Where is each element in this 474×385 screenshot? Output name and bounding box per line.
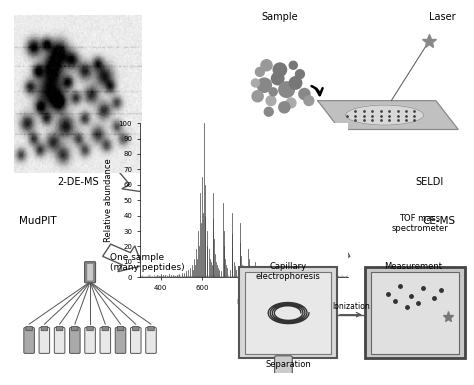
FancyBboxPatch shape <box>84 262 96 283</box>
Circle shape <box>255 67 264 76</box>
FancyBboxPatch shape <box>41 326 47 331</box>
FancyBboxPatch shape <box>56 326 63 331</box>
Polygon shape <box>299 167 332 196</box>
FancyBboxPatch shape <box>148 326 154 331</box>
Circle shape <box>251 79 259 87</box>
FancyBboxPatch shape <box>133 326 139 331</box>
FancyBboxPatch shape <box>87 264 93 281</box>
Text: Capillary
electrophoresis: Capillary electrophoresis <box>255 262 320 281</box>
Circle shape <box>269 88 277 96</box>
FancyBboxPatch shape <box>87 326 93 331</box>
Text: Laser: Laser <box>429 12 456 22</box>
Text: Sample: Sample <box>262 12 298 22</box>
FancyBboxPatch shape <box>26 326 32 331</box>
Text: 2-DE-MS: 2-DE-MS <box>57 177 99 187</box>
Text: MudPIT: MudPIT <box>19 216 56 226</box>
Circle shape <box>299 89 310 100</box>
FancyBboxPatch shape <box>130 328 141 353</box>
FancyBboxPatch shape <box>85 328 95 353</box>
FancyBboxPatch shape <box>146 328 156 353</box>
FancyBboxPatch shape <box>115 328 126 353</box>
Polygon shape <box>103 244 142 272</box>
Circle shape <box>272 72 284 85</box>
Circle shape <box>295 70 304 79</box>
Ellipse shape <box>346 105 424 125</box>
Circle shape <box>289 61 297 69</box>
Text: Ionization: Ionization <box>332 302 370 311</box>
Circle shape <box>266 96 276 105</box>
FancyBboxPatch shape <box>100 328 110 353</box>
Polygon shape <box>308 244 350 272</box>
Circle shape <box>304 96 314 105</box>
Circle shape <box>261 60 272 71</box>
Text: One sample
(many peptides): One sample (many peptides) <box>110 253 185 272</box>
Circle shape <box>257 78 272 92</box>
Y-axis label: Relative abundance: Relative abundance <box>104 158 113 242</box>
FancyBboxPatch shape <box>365 267 465 358</box>
FancyBboxPatch shape <box>274 356 292 375</box>
FancyBboxPatch shape <box>245 272 331 353</box>
Text: CE-MS: CE-MS <box>422 216 455 226</box>
Text: SELDI: SELDI <box>415 177 443 187</box>
FancyBboxPatch shape <box>371 272 459 353</box>
FancyBboxPatch shape <box>24 328 35 353</box>
FancyBboxPatch shape <box>102 326 109 331</box>
Text: Measurement: Measurement <box>384 262 443 271</box>
FancyBboxPatch shape <box>70 328 80 353</box>
X-axis label: m/z: m/z <box>237 296 252 305</box>
Circle shape <box>279 102 290 113</box>
Circle shape <box>279 82 294 97</box>
FancyBboxPatch shape <box>72 326 78 331</box>
Circle shape <box>264 107 273 116</box>
Text: TOF mass
spectrometer: TOF mass spectrometer <box>391 214 448 233</box>
FancyBboxPatch shape <box>239 267 337 358</box>
Circle shape <box>273 63 287 76</box>
Text: Separation: Separation <box>265 360 311 369</box>
FancyBboxPatch shape <box>39 328 50 353</box>
Polygon shape <box>318 101 458 129</box>
Circle shape <box>289 77 302 89</box>
Circle shape <box>286 98 296 108</box>
FancyBboxPatch shape <box>117 326 124 331</box>
FancyBboxPatch shape <box>55 328 65 353</box>
Circle shape <box>252 91 263 102</box>
Polygon shape <box>118 164 152 192</box>
